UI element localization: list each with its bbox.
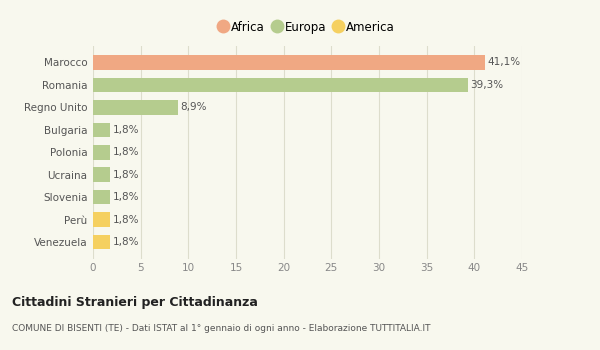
Bar: [93, 190, 110, 204]
Text: 39,3%: 39,3%: [470, 80, 503, 90]
Bar: [93, 78, 467, 92]
Bar: [93, 55, 485, 70]
Bar: [93, 167, 110, 182]
Text: Cittadini Stranieri per Cittadinanza: Cittadini Stranieri per Cittadinanza: [12, 296, 258, 309]
Text: 1,8%: 1,8%: [113, 125, 140, 135]
Legend: Africa, Europa, America: Africa, Europa, America: [217, 17, 398, 37]
Bar: [93, 145, 110, 160]
Bar: [93, 122, 110, 137]
Text: 1,8%: 1,8%: [113, 192, 140, 202]
Text: 1,8%: 1,8%: [113, 170, 140, 180]
Bar: [93, 100, 178, 115]
Text: 1,8%: 1,8%: [113, 215, 140, 225]
Bar: [93, 212, 110, 227]
Text: 41,1%: 41,1%: [488, 57, 521, 68]
Bar: [93, 235, 110, 249]
Text: 1,8%: 1,8%: [113, 147, 140, 157]
Text: 8,9%: 8,9%: [181, 102, 207, 112]
Text: 1,8%: 1,8%: [113, 237, 140, 247]
Text: COMUNE DI BISENTI (TE) - Dati ISTAT al 1° gennaio di ogni anno - Elaborazione TU: COMUNE DI BISENTI (TE) - Dati ISTAT al 1…: [12, 324, 431, 333]
